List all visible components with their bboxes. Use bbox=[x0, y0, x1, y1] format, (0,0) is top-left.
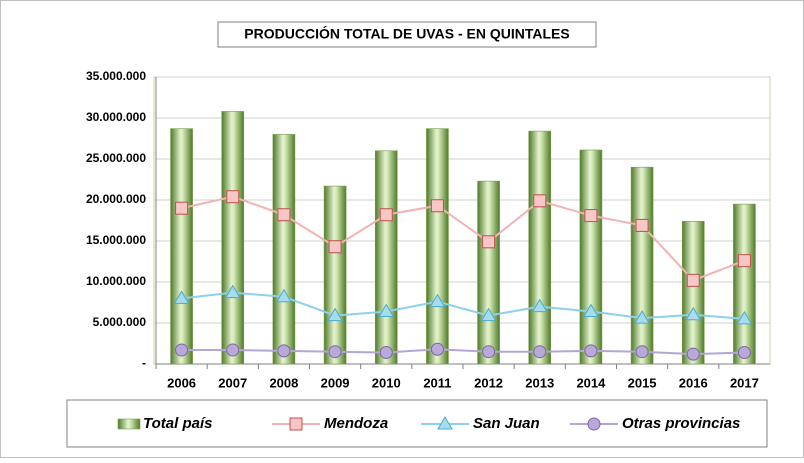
point bbox=[379, 346, 393, 360]
point bbox=[379, 208, 393, 222]
line bbox=[181, 195, 745, 282]
point bbox=[533, 345, 547, 359]
y-tick-label: 30.000.000 bbox=[86, 110, 146, 124]
point bbox=[482, 345, 496, 359]
point bbox=[634, 310, 650, 324]
legend-label: Total país bbox=[143, 415, 212, 432]
bar bbox=[579, 149, 603, 365]
x-tick-label: 2017 bbox=[730, 375, 759, 390]
bar bbox=[426, 128, 449, 365]
x-tick-label: 2015 bbox=[628, 375, 657, 390]
x-tick-label: 2011 bbox=[423, 375, 451, 390]
y-tick-label: 5.000.000 bbox=[93, 315, 147, 329]
x-tick-label: 2010 bbox=[372, 375, 401, 390]
point bbox=[635, 345, 649, 359]
legend-marker bbox=[289, 417, 303, 431]
point bbox=[583, 303, 599, 318]
title-box bbox=[217, 21, 597, 48]
point bbox=[430, 199, 444, 213]
point bbox=[173, 290, 190, 304]
bar bbox=[733, 203, 756, 365]
legend-marker bbox=[437, 416, 453, 430]
point bbox=[226, 343, 240, 357]
y-tick-label: 20.000.000 bbox=[86, 192, 146, 206]
point bbox=[430, 342, 444, 356]
point bbox=[686, 347, 700, 361]
point bbox=[226, 190, 240, 204]
point bbox=[686, 273, 700, 287]
x-tick-label: 2008 bbox=[269, 375, 298, 390]
bar bbox=[528, 130, 552, 365]
bar bbox=[374, 150, 398, 365]
point bbox=[531, 298, 548, 313]
y-tick-label: 10.000.000 bbox=[86, 274, 146, 288]
point bbox=[175, 201, 189, 215]
bar bbox=[221, 111, 245, 365]
legend-marker bbox=[587, 417, 601, 431]
point bbox=[328, 240, 342, 254]
point bbox=[277, 208, 291, 222]
legend-label: San Juan bbox=[473, 415, 540, 432]
x-tick-label: 2016 bbox=[679, 375, 708, 390]
bar bbox=[323, 185, 347, 365]
x-tick-label: 2007 bbox=[218, 375, 247, 390]
point bbox=[175, 343, 189, 357]
point bbox=[327, 307, 343, 322]
point bbox=[277, 344, 291, 358]
point bbox=[635, 218, 649, 232]
bar bbox=[170, 128, 193, 365]
x-tick-label: 2013 bbox=[525, 375, 554, 390]
point bbox=[328, 345, 342, 359]
legend-label: Otras provincias bbox=[622, 415, 740, 432]
chart-title: PRODUCCIÓN TOTAL DE UVAS - EN QUINTALES bbox=[244, 25, 569, 42]
point bbox=[685, 306, 702, 321]
point bbox=[737, 254, 751, 268]
legend-label: Mendoza bbox=[324, 415, 388, 432]
bar bbox=[681, 221, 705, 365]
point bbox=[584, 209, 598, 223]
x-tick-label: 2012 bbox=[474, 375, 503, 390]
y-tick-label: 15.000.000 bbox=[86, 233, 146, 247]
point bbox=[378, 303, 395, 318]
point bbox=[276, 288, 292, 303]
point bbox=[736, 310, 753, 325]
point bbox=[533, 194, 547, 208]
x-tick-label: 2006 bbox=[167, 375, 196, 390]
x-tick-label: 2014 bbox=[576, 375, 606, 390]
y-tick-label: - bbox=[142, 356, 146, 370]
y-tick-label: 25.000.000 bbox=[86, 151, 146, 165]
bar bbox=[477, 180, 500, 365]
legend-box bbox=[66, 399, 768, 448]
bar bbox=[272, 134, 296, 365]
point bbox=[584, 344, 598, 358]
point bbox=[224, 284, 241, 299]
bar bbox=[630, 166, 654, 365]
line bbox=[181, 291, 745, 320]
y-tick-label: 35.000.000 bbox=[86, 69, 146, 83]
x-tick-label: 2009 bbox=[321, 375, 350, 390]
point bbox=[480, 307, 497, 322]
point bbox=[429, 293, 446, 308]
point bbox=[482, 235, 496, 249]
line bbox=[181, 348, 745, 356]
legend-swatch bbox=[117, 418, 141, 430]
point bbox=[737, 346, 751, 360]
